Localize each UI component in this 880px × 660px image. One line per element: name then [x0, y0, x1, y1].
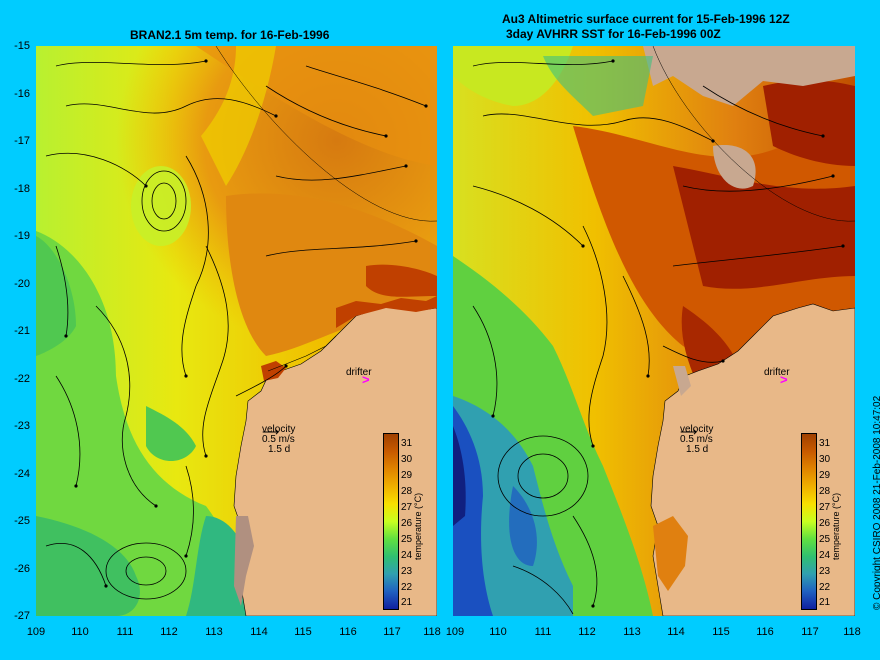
colorbar-label: 28 — [401, 486, 413, 497]
y-tick-label: -20 — [14, 278, 30, 290]
x-tick-label: 111 — [534, 626, 552, 638]
right-map-title-line1: Au3 Altimetric surface current for 15-Fe… — [502, 12, 790, 26]
colorbar-label: 21 — [401, 597, 413, 608]
colorbar-label: 22 — [401, 582, 413, 593]
x-tick-label: 109 — [26, 626, 46, 638]
left-colorbar — [383, 433, 399, 610]
colorbar-label: 29 — [401, 470, 413, 481]
left-temperature-map — [36, 46, 437, 616]
velocity-arrow-icon: ⟶ — [680, 425, 698, 439]
colorbar-label: 24 — [401, 550, 413, 561]
colorbar-gradient — [384, 434, 398, 609]
x-tick-label: 115 — [294, 626, 312, 638]
colorbar-label: 25 — [819, 534, 831, 545]
right-colorbar-title: temperature (°C) — [831, 492, 841, 560]
right-colorbar — [801, 433, 817, 610]
x-tick-label: 110 — [489, 626, 507, 638]
y-tick-label: -22 — [14, 373, 30, 385]
x-tick-label: 110 — [71, 626, 89, 638]
right-map-graphic — [453, 46, 855, 616]
y-tick-label: -25 — [14, 515, 30, 527]
x-tick-label: 116 — [756, 626, 774, 638]
velocity-scale: 0.5 m/s — [680, 434, 713, 445]
copyright-note: © Copyright CSIRO 2008 21-Feb-2008 10:47… — [872, 395, 880, 610]
left-map-title: BRAN2.1 5m temp. for 16-Feb-1996 — [130, 28, 330, 42]
x-tick-label: 112 — [578, 626, 596, 638]
y-tick-label: -16 — [14, 88, 30, 100]
left-vector-dots — [64, 59, 428, 588]
y-tick-label: -21 — [14, 325, 30, 337]
y-tick-label: -27 — [14, 610, 30, 622]
left-colorbar-title: temperature (°C) — [413, 492, 423, 560]
colorbar-label: 26 — [401, 518, 413, 529]
colorbar-label: 23 — [819, 566, 831, 577]
x-tick-label: 109 — [445, 626, 465, 638]
right-map-title-line2: 3day AVHRR SST for 16-Feb-1996 00Z — [506, 27, 721, 41]
colorbar-label: 28 — [819, 486, 831, 497]
right-vector-dots — [491, 59, 845, 608]
velocity-days: 1.5 d — [686, 444, 709, 455]
x-tick-label: 114 — [250, 626, 268, 638]
colorbar-label: 23 — [401, 566, 413, 577]
x-tick-label: 117 — [383, 626, 401, 638]
x-tick-label: 113 — [623, 626, 641, 638]
velocity-scale: 0.5 m/s — [262, 434, 295, 445]
y-tick-label: -19 — [14, 230, 30, 242]
left-drifter-marker: > — [362, 372, 370, 387]
x-tick-label: 118 — [843, 626, 861, 638]
colorbar-label: 30 — [819, 454, 831, 465]
right-drifter-marker: > — [780, 372, 788, 387]
colorbar-label: 22 — [819, 582, 831, 593]
left-drifter-label: drifter — [346, 367, 372, 378]
x-tick-label: 111 — [116, 626, 134, 638]
x-tick-label: 116 — [339, 626, 357, 638]
right-velocity-legend: velocity 0.5 m/s ⟶ 1.5 d — [680, 425, 713, 455]
velocity-arrow-icon: ⟶ — [262, 425, 280, 439]
x-tick-label: 114 — [667, 626, 685, 638]
colorbar-label: 26 — [819, 518, 831, 529]
y-tick-label: -18 — [14, 183, 30, 195]
y-tick-label: -26 — [14, 563, 30, 575]
colorbar-gradient — [802, 434, 816, 609]
y-tick-label: -15 — [14, 40, 30, 52]
colorbar-label: 21 — [819, 597, 831, 608]
y-tick-label: -24 — [14, 468, 30, 480]
x-tick-label: 113 — [205, 626, 223, 638]
left-velocity-legend: velocity 0.5 m/s ⟶ 1.5 d — [262, 425, 295, 455]
colorbar-label: 25 — [401, 534, 413, 545]
x-tick-label: 117 — [801, 626, 819, 638]
colorbar-label: 27 — [401, 502, 413, 513]
colorbar-label: 24 — [819, 550, 831, 561]
x-tick-label: 112 — [160, 626, 178, 638]
right-temperature-map — [453, 46, 855, 616]
left-map-graphic — [36, 46, 437, 616]
y-tick-label: -23 — [14, 420, 30, 432]
colorbar-label: 27 — [819, 502, 831, 513]
colorbar-label: 31 — [819, 438, 831, 449]
colorbar-label: 31 — [401, 438, 413, 449]
colorbar-label: 29 — [819, 470, 831, 481]
velocity-title: velocity — [262, 424, 296, 435]
x-tick-label: 115 — [712, 626, 730, 638]
x-tick-label: 118 — [423, 626, 441, 638]
y-tick-label: -17 — [14, 135, 30, 147]
right-drifter-label: drifter — [764, 367, 790, 378]
velocity-title: velocity — [680, 424, 714, 435]
colorbar-label: 30 — [401, 454, 413, 465]
velocity-days: 1.5 d — [268, 444, 291, 455]
